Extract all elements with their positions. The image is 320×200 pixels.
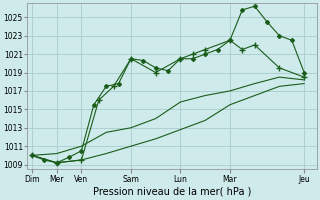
X-axis label: Pression niveau de la mer( hPa ): Pression niveau de la mer( hPa ) xyxy=(92,187,251,197)
